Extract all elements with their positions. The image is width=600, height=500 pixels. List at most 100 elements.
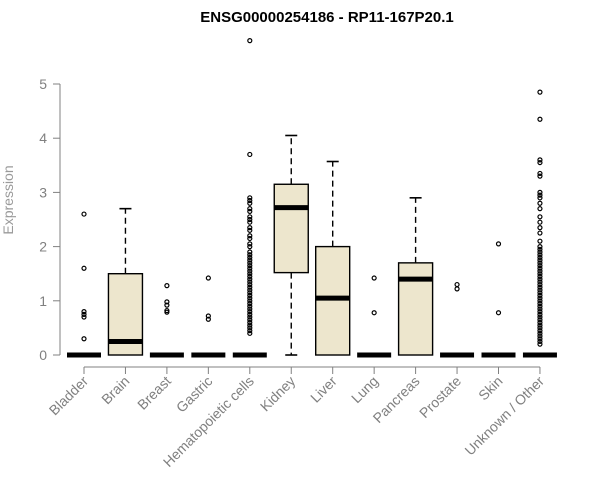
box-unknown-other [522,89,557,358]
outlier-point [247,284,253,290]
outlier-point [247,241,253,247]
outlier-point [247,208,253,214]
x-tick-label: Unknown / Other [461,373,547,459]
outlier-point [537,200,543,206]
outlier-point [537,254,543,261]
x-tick-label: Lung [348,373,381,406]
outlier-point [495,310,502,316]
outlier-point [247,292,253,298]
outlier-point [247,271,253,277]
outlier-point [537,287,543,293]
outlier-point [205,316,211,322]
outlier-point [247,273,253,280]
outlier-point [537,262,543,269]
outlier-point [247,319,253,326]
box-kidney [273,134,309,356]
outlier-point [537,252,543,258]
outlier-point [537,170,543,177]
outlier-point [537,292,543,298]
outlier-point [537,116,543,122]
outlier-point [537,192,543,198]
outlier-point [247,254,253,261]
outlier-point [247,206,253,212]
outlier-point [247,325,253,331]
outlier-point [537,295,543,301]
outlier-point [537,311,543,317]
outlier-point [247,216,253,223]
outlier-point [81,311,87,317]
y-tick-label: 0 [39,347,47,363]
outlier-point [537,268,543,274]
outlier-point [247,311,253,317]
outlier-point [537,225,543,231]
box-lung [357,275,392,358]
outlier-point [537,309,543,315]
x-tick-label: Liver [307,373,340,406]
outlier-point [537,338,543,345]
box-body [315,245,351,356]
outlier-point [537,325,543,331]
outlier-point [247,295,253,301]
outlier-point [537,206,543,212]
outlier-point [537,89,543,95]
outlier-point [81,336,87,342]
outlier-point [537,238,543,244]
y-axis-label: Expression [0,165,16,234]
outlier-point [537,173,543,179]
outlier-point [537,303,543,309]
outlier-point [537,214,543,220]
outlier-point [247,195,253,201]
box-breast [149,283,184,358]
outlier-point [247,252,253,258]
outlier-point [205,275,211,281]
outlier-point [247,225,253,231]
outlier-point [537,328,543,334]
outlier-point [247,281,253,288]
outlier-point [537,306,543,312]
outlier-point [247,235,253,242]
box-hematopoietic-cells [232,38,267,358]
box-brain [107,207,144,356]
box-bladder [67,211,101,358]
outlier-point [247,298,253,304]
outlier-point [81,265,87,271]
outlier-point [247,233,253,239]
outlier-point [537,189,543,195]
y-tick-label: 1 [39,293,47,309]
outlier-point [247,265,253,271]
outlier-point [537,273,543,280]
outlier-point [247,276,253,282]
outlier-point [247,197,253,204]
outlier-point [247,328,253,334]
outlier-point [537,336,543,342]
outlier-point [247,219,253,225]
outlier-point [537,330,543,336]
outlier-point [247,260,253,266]
y-tick-label: 2 [39,239,47,255]
plot-area [67,38,557,358]
outlier-point [247,309,253,315]
box-pancreas [397,197,434,356]
outlier-point [247,287,253,293]
x-tick-label: Brain [98,373,132,407]
outlier-point [537,276,543,282]
outlier-point [454,286,460,292]
outlier-point [537,279,543,285]
outlier-point [537,298,543,304]
outlier-point [537,246,543,252]
outlier-point [537,195,543,201]
outlier-point [537,219,543,225]
outlier-point [247,322,253,328]
x-tick-label: Skin [475,373,506,404]
box-prostate [440,281,475,358]
y-tick-label: 5 [39,76,47,92]
outlier-point [537,257,543,263]
outlier-point [537,265,543,271]
outlier-point [537,317,543,323]
outlier-point [247,38,253,44]
outlier-point [247,306,253,312]
outlier-point [81,314,87,320]
outlier-point [537,322,543,328]
outlier-point [164,302,170,308]
outlier-point [81,211,87,217]
